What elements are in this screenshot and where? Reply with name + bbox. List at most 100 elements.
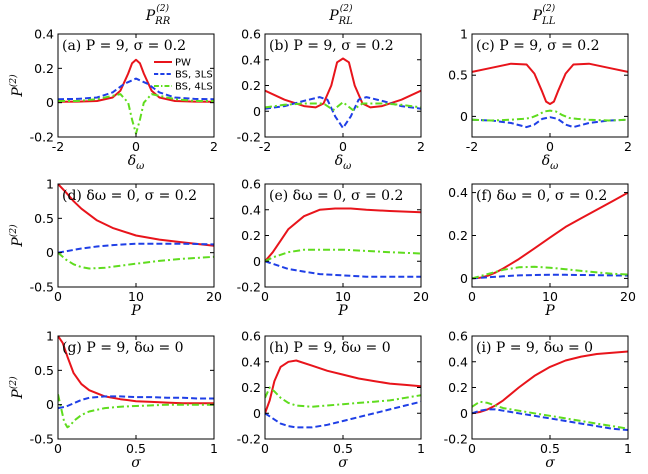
series-line-a-pw — [58, 58, 214, 103]
y-axis-label: P(2) — [8, 224, 26, 248]
y-tick-label: 0.4 — [448, 185, 468, 200]
panel-annotation: (a) P = 9, σ = 0.2 — [62, 38, 186, 54]
x-tick-label: 0 — [261, 441, 269, 456]
series-line-i-bs-3ls — [472, 408, 628, 431]
x-tick-label: 0 — [546, 139, 554, 154]
y-tick-label: 0 — [46, 95, 54, 110]
series-line-i-bs-4ls — [472, 400, 628, 430]
panel-i: 0 0.5 1-0.200.20.40.6σ(i) P = 9, δω = 0 — [444, 329, 632, 472]
y-tick-label: 0.5 — [448, 68, 468, 83]
y-tick-label: 0 — [460, 109, 468, 124]
x-tick-label: 0 — [54, 289, 62, 304]
series-line-e-pw — [265, 207, 421, 262]
y-tick-label: 0.4 — [241, 354, 261, 369]
y-tick-label: -0.2 — [444, 432, 468, 447]
series-line-d-pw — [58, 184, 214, 247]
legend-label: BS, 4LS — [175, 82, 213, 93]
series-line-a-bs-4ls — [58, 93, 214, 135]
x-tick-label: 0 — [339, 139, 347, 154]
panel-h: 0 0.5 1-0.200.20.40.6σ(h) P = 9, δω = 0 — [237, 329, 425, 472]
panel-f: 0 10 20 0 0.2 0.4 P (f) δω = 0, σ = 0.2 — [448, 183, 636, 319]
x-tick-label: 20 — [620, 289, 636, 304]
x-tick-label: 20 — [413, 289, 429, 304]
x-tick-label: -2 — [52, 139, 64, 154]
x-tick-label: 1 — [417, 441, 425, 456]
series-line-f-bs-4ls — [472, 265, 628, 280]
column-title-ll: PLL(2) — [532, 3, 556, 27]
panel-annotation: (f) δω = 0, σ = 0.2 — [476, 188, 607, 204]
y-tick-label: -0.2 — [30, 130, 54, 145]
panel-b: -2 0 2 -0.2 0 0.2 0.4 0.6 δω (b) P = 9, σ = 0.2 — [237, 27, 425, 173]
y-tick-label: 0.5 — [34, 363, 54, 378]
panel-annotation: (h) P = 9, δω = 0 — [269, 340, 391, 356]
x-tick-label: 0 — [54, 441, 62, 456]
y-tick-label: -0.2 — [237, 130, 261, 145]
y-tick-label: 0.6 — [241, 27, 261, 42]
y-tick-label: -0.5 — [30, 280, 54, 295]
series-line-h-bs-4ls — [265, 386, 421, 408]
y-axis-label: P(2) — [8, 376, 26, 400]
y-tick-label: 0.4 — [241, 52, 261, 67]
series-line-b-pw — [265, 57, 421, 109]
y-tick-label: 0.6 — [241, 329, 261, 344]
x-tick-label: 0 — [468, 441, 476, 456]
x-tick-label: 0 — [132, 139, 140, 154]
x-axis-label: δω — [128, 153, 145, 172]
x-tick-label: 0.5 — [540, 441, 560, 456]
panel-annotation: (c) P = 9, σ = 0.2 — [476, 38, 600, 54]
x-tick-label: 10 — [542, 289, 558, 304]
legend-label: BS, 3LS — [175, 70, 213, 81]
series-line-g-bs-4ls — [58, 394, 214, 429]
series-line-f-pw — [472, 191, 628, 280]
x-axis-label: δω — [542, 153, 559, 172]
series-line-f-bs-3ls — [472, 273, 628, 280]
panel-annotation: (i) P = 9, δω = 0 — [476, 340, 593, 356]
y-tick-label: -0.2 — [237, 432, 261, 447]
series-line-g-bs-3ls — [58, 395, 214, 410]
panel-annotation: (d) δω = 0, σ = 0.2 — [62, 188, 197, 204]
series-line-b-bs-3ls — [265, 96, 421, 129]
series-line-d-bs-3ls — [58, 242, 214, 254]
x-tick-label: 10 — [335, 289, 351, 304]
x-axis-label: P — [337, 303, 348, 319]
x-tick-label: 2 — [417, 139, 425, 154]
column-title-rl: PRL(2) — [328, 3, 353, 27]
series-line-c-pw — [472, 62, 628, 105]
series-line-h-bs-3ls — [265, 400, 421, 429]
series-line-c-bs-3ls — [472, 116, 628, 129]
y-tick-label: 0 — [253, 104, 261, 119]
y-tick-label: 0 — [46, 397, 54, 412]
series-line-d-bs-4ls — [58, 251, 214, 270]
y-tick-label: 0 — [253, 254, 261, 269]
x-tick-label: -2 — [466, 139, 478, 154]
y-tick-label: -0.2 — [237, 280, 261, 295]
y-tick-label: 0.4 — [448, 354, 468, 369]
y-tick-label: 1 — [46, 329, 54, 344]
series-line-b-bs-4ls — [265, 101, 421, 111]
series-line-i-pw — [472, 350, 628, 415]
y-tick-label: 1 — [460, 27, 468, 42]
y-tick-label: 0.2 — [448, 228, 468, 243]
x-axis-label: P — [544, 303, 555, 319]
legend-label: PW — [175, 58, 191, 69]
y-tick-label: 0 — [46, 245, 54, 260]
x-tick-label: 1 — [624, 441, 632, 456]
x-tick-label: -2 — [259, 139, 271, 154]
y-tick-label: -0.5 — [30, 432, 54, 447]
series-line-e-bs-3ls — [265, 260, 421, 278]
x-axis-label: δω — [335, 153, 352, 172]
x-tick-label: 0 — [261, 289, 269, 304]
y-tick-label: 0.2 — [241, 228, 261, 243]
series-line-c-bs-4ls — [472, 109, 628, 122]
series-line-g-pw — [58, 336, 214, 405]
x-tick-label: 0 — [468, 289, 476, 304]
y-tick-label: 0 — [460, 271, 468, 286]
y-tick-label: 0.2 — [241, 380, 261, 395]
y-tick-label: 0 — [253, 406, 261, 421]
y-tick-label: 0.2 — [241, 78, 261, 93]
series-line-a-bs-3ls — [58, 77, 214, 101]
